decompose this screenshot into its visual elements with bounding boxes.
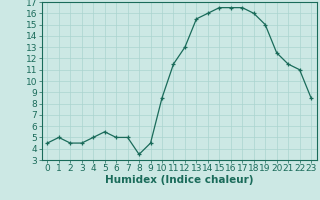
- X-axis label: Humidex (Indice chaleur): Humidex (Indice chaleur): [105, 175, 253, 185]
